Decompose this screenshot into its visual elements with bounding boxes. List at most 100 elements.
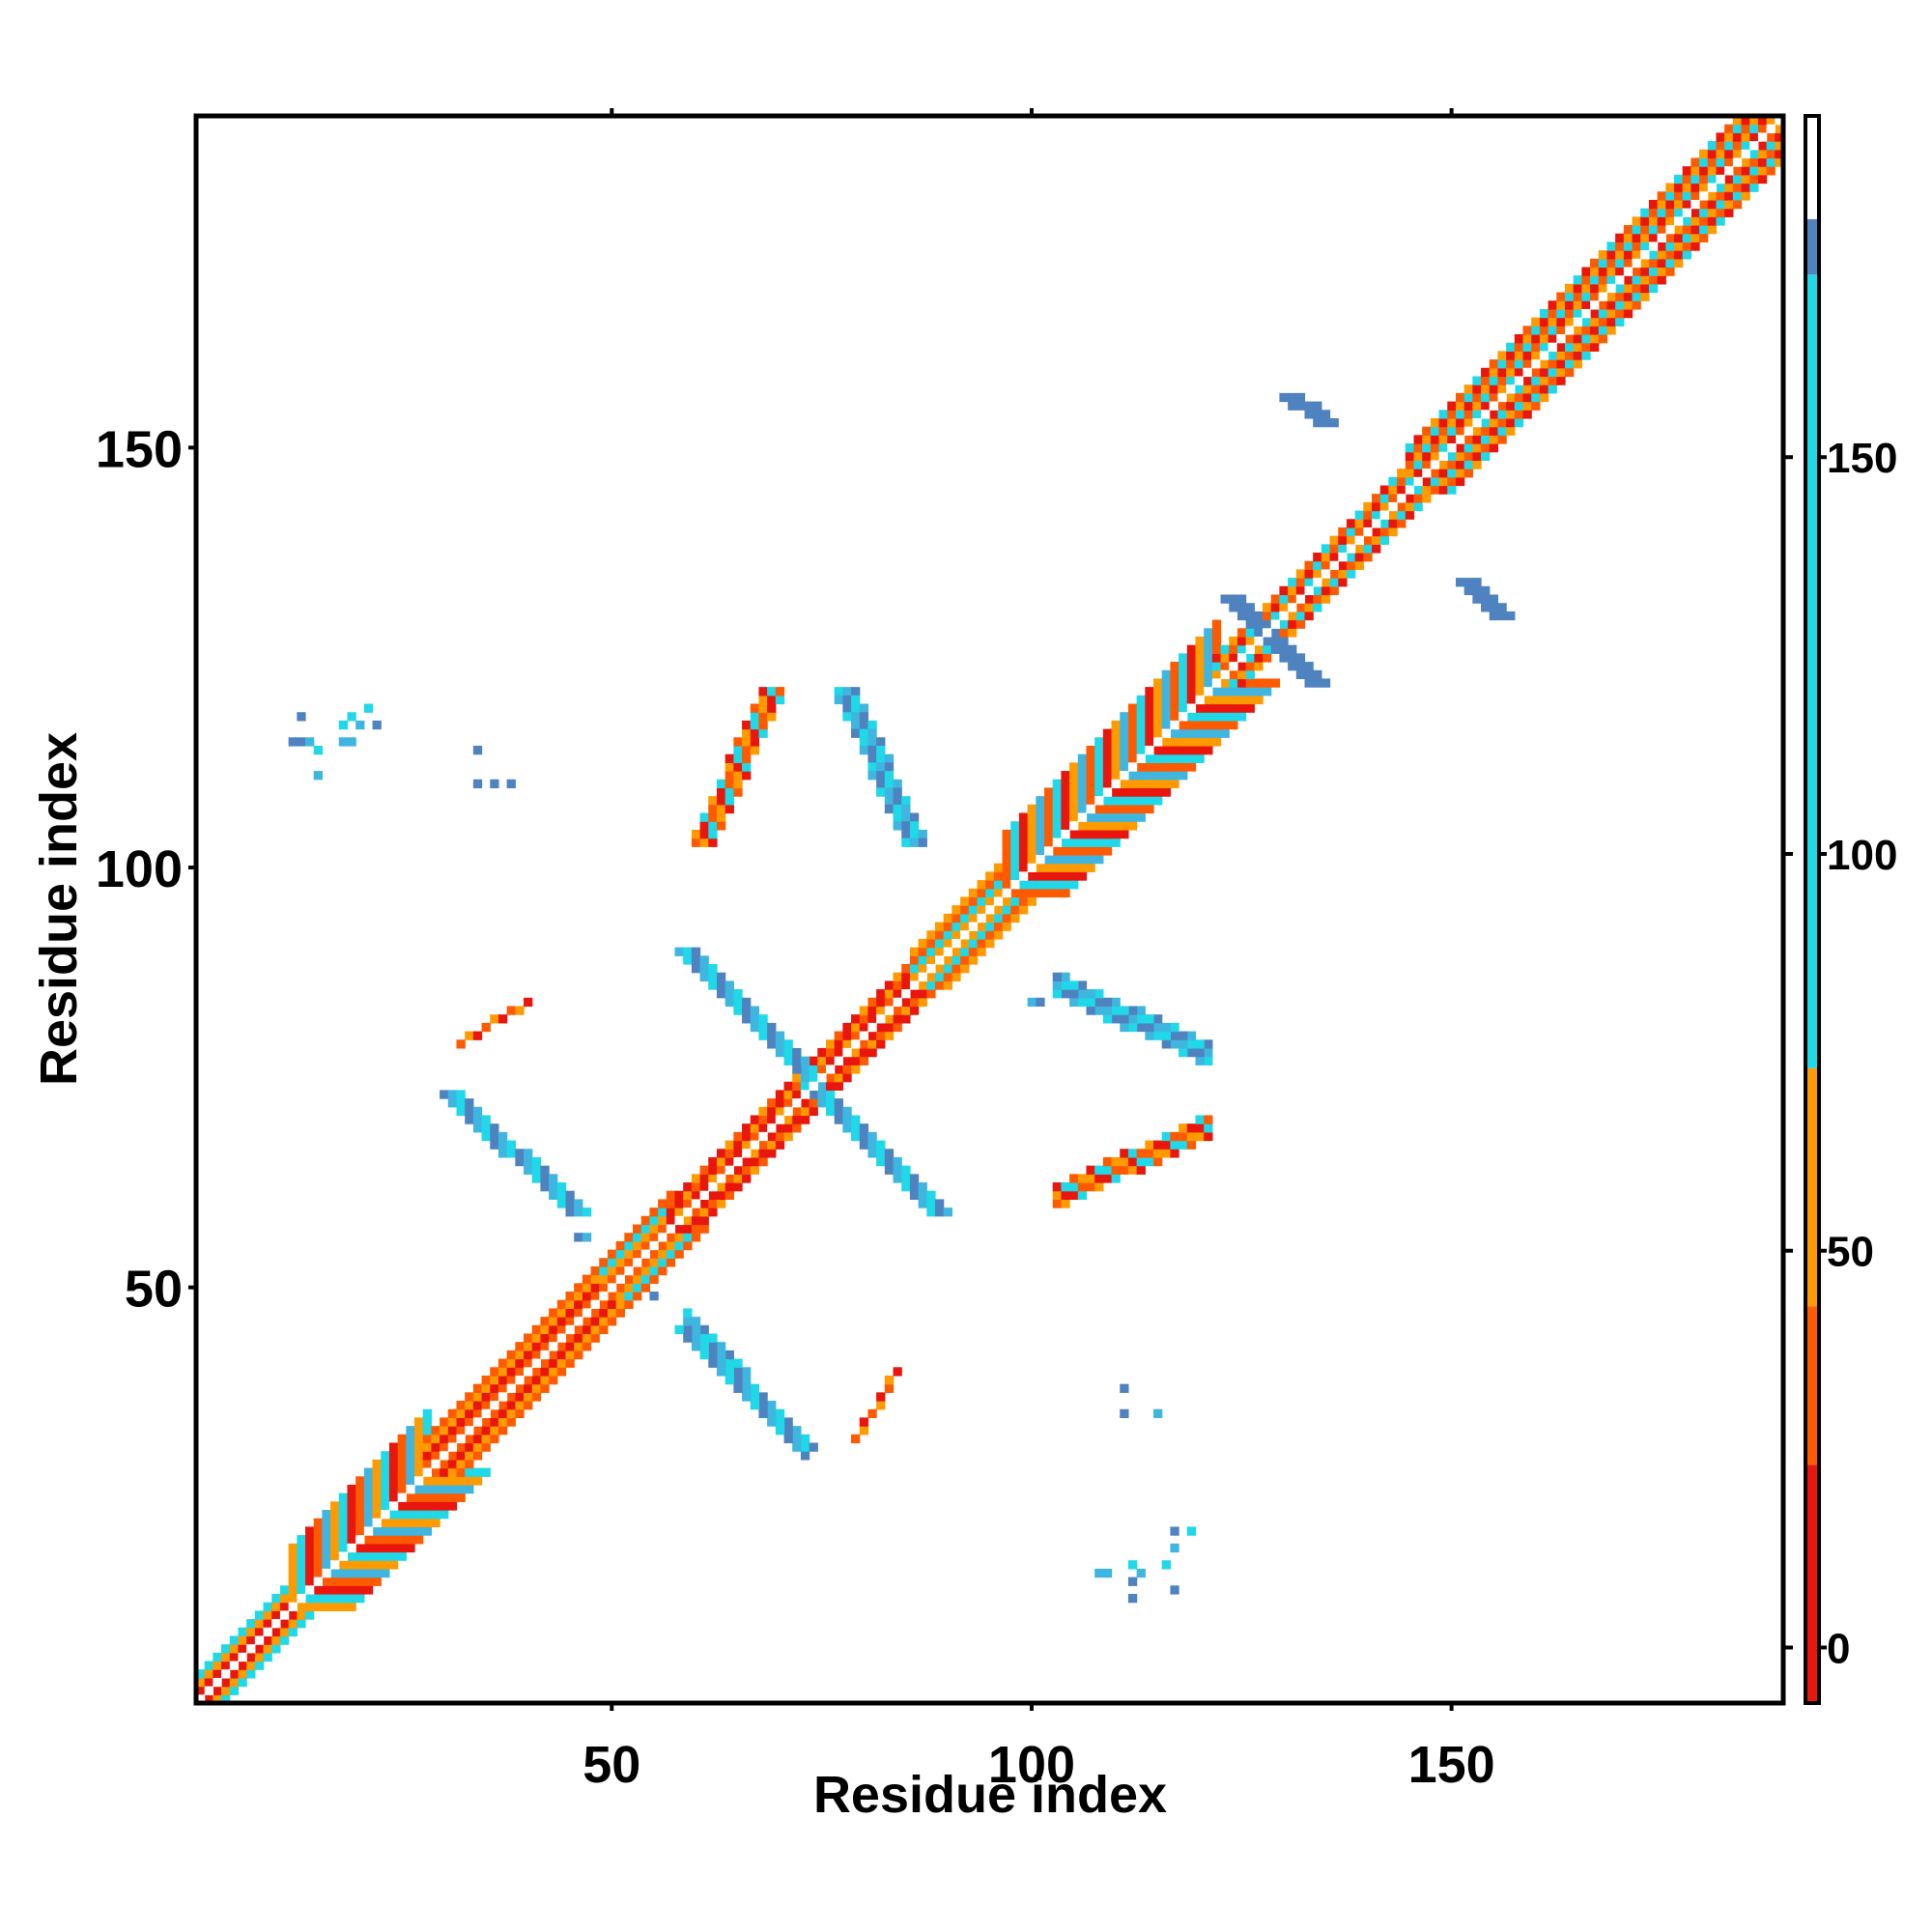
heatmap-cell — [1682, 183, 1691, 192]
heatmap-cell — [1766, 149, 1776, 159]
heatmap-cell — [859, 1426, 869, 1435]
heatmap-cell — [1161, 687, 1171, 696]
heatmap-cell — [1211, 653, 1222, 663]
heatmap-cell — [1757, 116, 1768, 126]
heatmap-cell — [254, 1652, 265, 1662]
heatmap-cell — [1153, 728, 1163, 738]
heatmap-cell — [1086, 812, 1095, 822]
heatmap-cell — [1514, 342, 1524, 352]
heatmap-cell — [1295, 653, 1306, 663]
heatmap-cell — [1472, 410, 1482, 419]
heatmap-cell — [1279, 644, 1289, 654]
heatmap-cell — [549, 1367, 558, 1377]
heatmap-cell — [540, 1317, 550, 1326]
heatmap-cell — [1598, 283, 1608, 294]
heatmap-cell — [1506, 342, 1516, 352]
heatmap-cell — [1077, 804, 1088, 814]
heatmap-cell — [758, 1123, 768, 1133]
heatmap-cell — [271, 1610, 281, 1620]
heatmap-cell — [204, 1677, 213, 1688]
heatmap-cell — [977, 905, 986, 915]
heatmap-cell — [1270, 611, 1281, 621]
heatmap-cell — [582, 1317, 592, 1326]
heatmap-cell — [397, 1459, 407, 1469]
heatmap-cell — [1606, 250, 1616, 260]
heatmap-cell — [313, 1543, 323, 1553]
heatmap-cell — [1061, 796, 1070, 806]
heatmap-cell — [1086, 838, 1095, 847]
heatmap-cell — [1304, 585, 1314, 596]
heatmap-cell — [1463, 585, 1473, 596]
heatmap-cell — [1094, 821, 1104, 831]
heatmap-cell — [1236, 594, 1247, 604]
heatmap-cell — [1186, 712, 1197, 722]
heatmap-cell — [1606, 283, 1616, 294]
heatmap-cell — [993, 905, 1004, 915]
heatmap-cell — [1682, 199, 1691, 210]
heatmap-cell — [363, 1560, 374, 1570]
heatmap-cell — [1204, 678, 1213, 688]
heatmap-cell — [1186, 1131, 1197, 1142]
heatmap-cell — [876, 1156, 886, 1167]
heatmap-cell — [1304, 678, 1314, 688]
heatmap-cell — [792, 1073, 802, 1083]
heatmap-cell — [993, 922, 1004, 931]
heatmap-cell — [1598, 334, 1608, 344]
heatmap-cell — [800, 1098, 810, 1108]
heatmap-cell — [1027, 812, 1037, 822]
heatmap-cell — [1288, 628, 1297, 638]
heatmap-cell — [1127, 812, 1138, 822]
heatmap-cell — [414, 1535, 424, 1545]
heatmap-cell — [758, 1149, 768, 1158]
colorbar-band — [1805, 1464, 1819, 1703]
heatmap-cell — [447, 1434, 458, 1444]
heatmap-cell — [1161, 745, 1171, 755]
heatmap-cell — [1161, 669, 1171, 680]
heatmap-cell — [565, 1199, 575, 1208]
heatmap-cell — [1741, 132, 1750, 142]
heatmap-cell — [263, 1602, 272, 1611]
heatmap-cell — [347, 1492, 356, 1502]
heatmap-cell — [531, 1350, 542, 1360]
heatmap-cell — [1077, 1182, 1088, 1192]
heatmap-cell — [524, 1367, 533, 1377]
heatmap-cell — [1153, 796, 1163, 806]
heatmap-cell — [481, 1401, 491, 1410]
heatmap-cell — [254, 1619, 265, 1629]
heatmap-cell — [1211, 695, 1222, 705]
heatmap-cell — [465, 1459, 474, 1469]
heatmap-cell — [1741, 191, 1750, 201]
heatmap-cell — [1245, 662, 1255, 671]
heatmap-cell — [683, 1199, 693, 1208]
heatmap-cell — [196, 1669, 206, 1679]
heatmap-cell — [1497, 603, 1507, 612]
heatmap-cell — [1573, 275, 1582, 285]
heatmap-cell — [934, 980, 945, 990]
heatmap-cell — [716, 779, 726, 789]
heatmap-cell — [431, 1459, 440, 1469]
heatmap-cell — [497, 1375, 508, 1385]
heatmap-cell — [1338, 535, 1348, 545]
heatmap-cell — [565, 1292, 575, 1301]
heatmap-cell — [1086, 771, 1095, 781]
heatmap-cell — [1648, 250, 1659, 260]
heatmap-cell — [834, 695, 843, 705]
heatmap-cell — [582, 1274, 592, 1284]
heatmap-cell — [388, 1526, 399, 1536]
heatmap-cell — [1455, 410, 1465, 419]
heatmap-cell — [926, 980, 936, 990]
heatmap-cell — [372, 1543, 382, 1553]
heatmap-cell — [447, 1442, 458, 1452]
heatmap-cell — [1741, 141, 1750, 151]
heatmap-cell — [674, 1215, 684, 1226]
heatmap-cell — [851, 1123, 861, 1133]
heatmap-cell — [1463, 410, 1473, 419]
heatmap-cell — [1136, 1014, 1146, 1024]
heatmap-cell — [1229, 695, 1238, 705]
heatmap-cell — [1102, 762, 1113, 772]
heatmap-cell — [1111, 821, 1121, 831]
heatmap-cell — [1002, 838, 1011, 847]
heatmap-cell — [716, 972, 726, 981]
heatmap-cell — [926, 972, 936, 981]
heatmap-cell — [1052, 871, 1062, 881]
